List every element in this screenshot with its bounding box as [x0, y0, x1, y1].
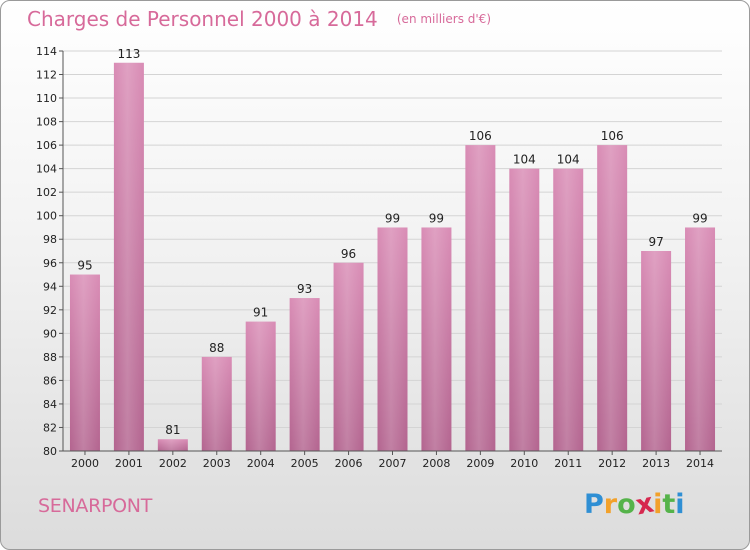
- x-tick-label: 2008: [422, 457, 450, 470]
- y-tick-label: 80: [43, 445, 57, 458]
- x-tick-label: 2010: [510, 457, 538, 470]
- chart-title: Charges de Personnel 2000 à 2014: [27, 7, 378, 31]
- y-tick-label: 106: [36, 139, 57, 152]
- bar-value-label: 93: [297, 282, 312, 296]
- bar-highlight: [465, 145, 496, 451]
- y-tick-label: 88: [43, 351, 57, 364]
- bar-value-label: 104: [557, 153, 580, 167]
- bar-highlight: [245, 321, 276, 451]
- bar-value-label: 97: [648, 235, 663, 249]
- logo-letter: i: [653, 489, 663, 520]
- y-tick-label: 110: [36, 92, 57, 105]
- bar-highlight: [201, 356, 232, 451]
- logo-letter: t: [662, 489, 676, 520]
- bar-value-label: 81: [165, 423, 180, 437]
- bar-value-label: 113: [117, 47, 140, 61]
- title-row: Charges de Personnel 2000 à 2014 (en mil…: [27, 7, 491, 31]
- bar-highlight: [685, 227, 716, 451]
- y-tick-label: 108: [36, 116, 57, 129]
- x-tick-label: 2003: [203, 457, 231, 470]
- x-tick-label: 2004: [247, 457, 275, 470]
- bar-highlight: [289, 298, 320, 451]
- x-tick-label: 2002: [159, 457, 187, 470]
- x-tick-label: 2006: [335, 457, 363, 470]
- bar-value-label: 99: [385, 211, 400, 225]
- x-tick-label: 2000: [71, 457, 99, 470]
- bar-highlight: [333, 262, 364, 451]
- y-tick-label: 112: [36, 69, 57, 82]
- y-tick-label: 100: [36, 210, 57, 223]
- logo-letter: i: [675, 489, 685, 520]
- bar-highlight: [377, 227, 408, 451]
- bar-highlight: [113, 62, 144, 451]
- logo-letter: P: [584, 489, 604, 520]
- bar-value-label: 106: [469, 129, 492, 143]
- y-tick-label: 98: [43, 233, 57, 246]
- bar-value-label: 95: [77, 259, 92, 273]
- x-tick-label: 2011: [554, 457, 582, 470]
- x-tick-label: 2009: [466, 457, 494, 470]
- bar-highlight: [69, 274, 100, 451]
- bar-value-label: 106: [601, 129, 624, 143]
- bar-value-label: 99: [692, 211, 707, 225]
- x-tick-label: 2012: [598, 457, 626, 470]
- bar-value-label: 96: [341, 247, 356, 261]
- y-tick-label: 114: [36, 45, 57, 58]
- bar-value-label: 104: [513, 153, 536, 167]
- bar-value-label: 99: [429, 211, 444, 225]
- y-tick-label: 96: [43, 257, 57, 270]
- x-tick-label: 2005: [291, 457, 319, 470]
- y-tick-label: 102: [36, 186, 57, 199]
- logo-letter: o: [617, 489, 636, 520]
- x-tick-label: 2001: [115, 457, 143, 470]
- commune-name: SENARPONT: [38, 495, 153, 517]
- axes: 80 82 84 86 88 90 92 94 96 98 100 102 104 106 108 110 11…: [36, 45, 722, 470]
- chart-subtitle: (en milliers d'€): [396, 12, 491, 26]
- y-tick-label: 82: [43, 421, 57, 434]
- bar-highlight: [553, 168, 584, 451]
- proxiti-logo[interactable]: Proxiti: [584, 488, 685, 522]
- bar-highlight: [641, 251, 672, 451]
- bar-value-label: 91: [253, 306, 268, 320]
- bar-value-label: 88: [209, 341, 224, 355]
- x-tick-label: 2007: [379, 457, 407, 470]
- y-tick-label: 90: [43, 327, 57, 340]
- bars: 95 113 81 88 91 93 96 99 99 106 104 104 106 97 99: [69, 47, 716, 451]
- x-tick-label: 2013: [642, 457, 670, 470]
- y-tick-label: 94: [43, 280, 57, 293]
- logo-letter: r: [603, 489, 618, 520]
- bar-highlight: [597, 145, 628, 451]
- bar-highlight: [421, 227, 452, 451]
- bar-highlight: [509, 168, 540, 451]
- y-tick-label: 104: [36, 163, 57, 176]
- y-tick-label: 84: [43, 398, 57, 411]
- x-tick-label: 2014: [686, 457, 714, 470]
- bar-highlight: [157, 439, 188, 451]
- y-tick-label: 86: [43, 374, 57, 387]
- y-tick-label: 92: [43, 304, 57, 317]
